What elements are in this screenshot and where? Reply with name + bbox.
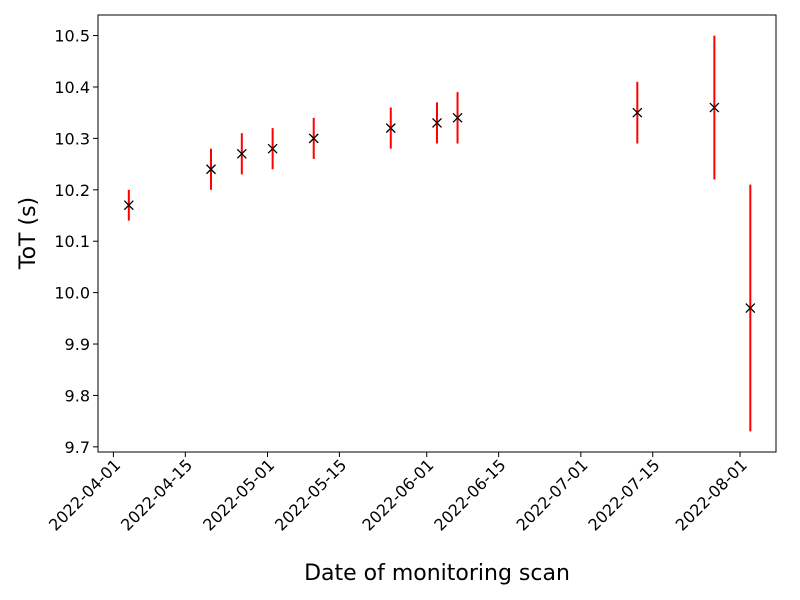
data-point-marker (308, 133, 319, 144)
y-tick-label: 10.1 (54, 232, 90, 251)
plot-marks (123, 35, 756, 432)
marker-stroke (308, 133, 319, 144)
y-axis-title: ToT (s) (16, 197, 41, 270)
y-tick-label: 10.3 (54, 129, 90, 148)
x-axis-title: Date of monitoring scan (304, 561, 570, 586)
data-point-marker (452, 112, 463, 123)
data-point-marker (206, 164, 216, 175)
plot-frame (97, 14, 777, 453)
marker-stroke (632, 107, 643, 118)
y-tick-label: 10.2 (54, 181, 90, 200)
y-tick-label: 9.7 (65, 438, 90, 457)
marker-stroke (236, 148, 247, 159)
data-point-marker (632, 107, 643, 118)
y-tick-label: 9.9 (65, 335, 90, 354)
data-point-marker (432, 118, 442, 128)
y-tick-label: 10.0 (54, 284, 90, 303)
marker-stroke (452, 112, 463, 123)
data-point-marker (709, 102, 720, 113)
y-tick-label: 9.8 (65, 386, 90, 405)
data-point-marker (123, 200, 134, 211)
marker-stroke (385, 123, 396, 134)
marker-stroke (745, 303, 756, 314)
y-tick-label: 10.5 (54, 27, 90, 46)
data-point-marker (745, 303, 756, 314)
data-point-marker (267, 143, 278, 154)
data-point-marker (385, 123, 396, 134)
marker-stroke (123, 200, 134, 211)
marker-stroke (709, 102, 720, 113)
marker-stroke (267, 143, 278, 154)
y-axis: 9.7 9.8 9.9 10.0 10.1 10.2 10.3 10.4 10.5 (54, 27, 98, 457)
y-tick-label: 10.4 (54, 78, 90, 97)
marker-stroke (206, 164, 216, 175)
data-point-marker (236, 148, 247, 159)
marker-stroke (432, 118, 442, 128)
